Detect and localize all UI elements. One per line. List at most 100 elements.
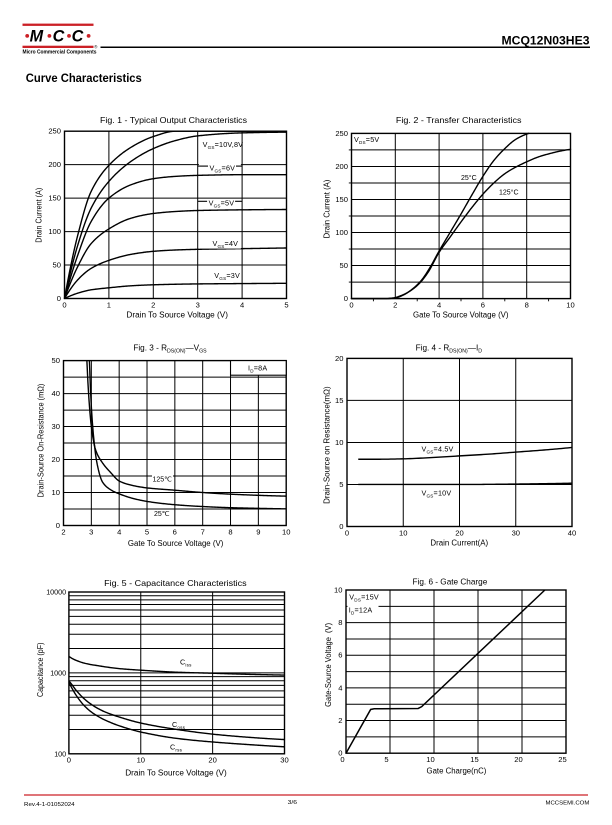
svg-text:Rev.4-1-01052024: Rev.4-1-01052024 bbox=[24, 802, 75, 808]
svg-text:1000: 1000 bbox=[50, 669, 66, 678]
svg-text:5: 5 bbox=[284, 300, 288, 309]
svg-text:9: 9 bbox=[256, 527, 260, 536]
svg-text:2: 2 bbox=[61, 527, 65, 536]
svg-text:6: 6 bbox=[173, 527, 177, 536]
svg-text:5: 5 bbox=[339, 480, 343, 489]
svg-text:10: 10 bbox=[426, 755, 434, 764]
svg-text:6: 6 bbox=[338, 651, 342, 660]
svg-text:10: 10 bbox=[566, 301, 574, 310]
svg-text:1: 1 bbox=[107, 300, 111, 309]
svg-text:25: 25 bbox=[558, 755, 566, 764]
svg-text:4: 4 bbox=[117, 527, 121, 536]
svg-text:2: 2 bbox=[393, 301, 397, 310]
svg-text:Drain Current(A): Drain Current(A) bbox=[430, 539, 488, 548]
svg-text:200: 200 bbox=[48, 160, 61, 169]
svg-text:VGS=10V,8V: VGS=10V,8V bbox=[203, 140, 244, 150]
svg-text:C: C bbox=[53, 28, 65, 46]
svg-text:0: 0 bbox=[340, 755, 344, 764]
svg-text:VGS=5V: VGS=5V bbox=[209, 199, 235, 209]
svg-text:0: 0 bbox=[345, 528, 349, 537]
svg-text:250: 250 bbox=[335, 129, 348, 138]
svg-text:4: 4 bbox=[338, 683, 342, 692]
svg-text:25°C: 25°C bbox=[461, 174, 477, 182]
svg-text:VGS=10V: VGS=10V bbox=[422, 489, 452, 499]
svg-text:Fig. 5 - Capacitance Character: Fig. 5 - Capacitance Characteristics bbox=[104, 579, 247, 588]
svg-text:20: 20 bbox=[455, 528, 463, 537]
svg-text:Fig. 2 - Transfer Characterist: Fig. 2 - Transfer Characteristics bbox=[396, 116, 522, 125]
svg-text:0: 0 bbox=[67, 756, 71, 765]
svg-text:40: 40 bbox=[568, 528, 576, 537]
svg-text:125°C: 125°C bbox=[499, 189, 519, 197]
svg-text:Fig. 4 - RDS(ON)—ID: Fig. 4 - RDS(ON)—ID bbox=[416, 344, 483, 355]
svg-text:40: 40 bbox=[52, 389, 60, 398]
svg-text:0: 0 bbox=[344, 294, 348, 303]
svg-text:C: C bbox=[72, 28, 84, 46]
svg-text:VDS=5V: VDS=5V bbox=[354, 135, 379, 145]
svg-text:Fig. 3 - RDS(ON)—VGS: Fig. 3 - RDS(ON)—VGS bbox=[133, 344, 207, 355]
svg-text:0: 0 bbox=[57, 294, 61, 303]
svg-text:Drain Current (A): Drain Current (A) bbox=[35, 187, 44, 242]
svg-text:15: 15 bbox=[335, 396, 343, 405]
svg-text:6: 6 bbox=[481, 301, 485, 310]
svg-text:10: 10 bbox=[282, 527, 290, 536]
svg-text:ID=12A: ID=12A bbox=[349, 606, 373, 616]
svg-text:150: 150 bbox=[335, 195, 348, 204]
svg-text:Drain To Source Voltage (V): Drain To Source Voltage (V) bbox=[125, 768, 227, 777]
svg-text:0: 0 bbox=[339, 522, 343, 531]
svg-text:VDS=15V: VDS=15V bbox=[349, 593, 379, 603]
svg-text:VGS=4.5V: VGS=4.5V bbox=[422, 445, 454, 455]
svg-text:Fig. 1 - Typical Output Charac: Fig. 1 - Typical Output Characteristics bbox=[100, 116, 247, 125]
svg-text:30: 30 bbox=[512, 528, 520, 537]
svg-text:10: 10 bbox=[335, 438, 343, 447]
svg-text:VGS=6V: VGS=6V bbox=[210, 163, 236, 173]
svg-text:30: 30 bbox=[280, 756, 288, 765]
svg-text:8: 8 bbox=[338, 618, 342, 627]
svg-text:200: 200 bbox=[335, 162, 348, 171]
svg-text:®: ® bbox=[94, 44, 98, 49]
svg-text:10: 10 bbox=[137, 756, 145, 765]
svg-text:125℃: 125℃ bbox=[153, 477, 173, 484]
svg-text:VGS=3V: VGS=3V bbox=[214, 271, 240, 281]
svg-text:2: 2 bbox=[151, 300, 155, 309]
svg-text:8: 8 bbox=[525, 301, 529, 310]
svg-text:15: 15 bbox=[470, 755, 478, 764]
svg-text:Gate-Source Voltage (V): Gate-Source Voltage (V) bbox=[324, 623, 333, 707]
svg-text:10000: 10000 bbox=[46, 588, 66, 597]
svg-text:Drain-Source On-Resistance (mΩ: Drain-Source On-Resistance (mΩ) bbox=[36, 383, 45, 497]
svg-text:5: 5 bbox=[145, 527, 149, 536]
svg-text:150: 150 bbox=[48, 194, 61, 203]
svg-text:Gate To Source Voltage (V): Gate To Source Voltage (V) bbox=[413, 310, 509, 319]
svg-text:Drain Current (A): Drain Current (A) bbox=[323, 179, 332, 238]
svg-text:10: 10 bbox=[399, 528, 407, 537]
svg-text:100: 100 bbox=[335, 228, 348, 237]
svg-text:250: 250 bbox=[48, 127, 61, 136]
svg-text:0: 0 bbox=[349, 301, 353, 310]
svg-text:ID=8A: ID=8A bbox=[248, 363, 267, 373]
svg-text:Drain To Source Voltage (V): Drain To Source Voltage (V) bbox=[126, 310, 228, 319]
svg-text:20: 20 bbox=[208, 756, 216, 765]
svg-text:4: 4 bbox=[240, 300, 244, 309]
svg-text:MCQ12N03HE3: MCQ12N03HE3 bbox=[502, 34, 590, 48]
svg-text:Micro Commercial Components: Micro Commercial Components bbox=[23, 49, 97, 55]
svg-text:Curve Characteristics: Curve Characteristics bbox=[26, 72, 142, 85]
svg-text:M: M bbox=[30, 28, 44, 46]
svg-text:3: 3 bbox=[89, 527, 93, 536]
svg-text:0: 0 bbox=[338, 749, 342, 758]
svg-text:20: 20 bbox=[335, 354, 343, 363]
svg-text:25℃: 25℃ bbox=[154, 511, 170, 518]
svg-text:30: 30 bbox=[52, 422, 60, 431]
svg-text:5: 5 bbox=[384, 755, 388, 764]
svg-text:Fig. 6 - Gate Charge: Fig. 6 - Gate Charge bbox=[413, 578, 488, 587]
svg-text:10: 10 bbox=[334, 585, 342, 594]
svg-text:0: 0 bbox=[56, 521, 60, 530]
svg-text:50: 50 bbox=[340, 261, 348, 270]
svg-text:20: 20 bbox=[514, 755, 522, 764]
svg-text:100: 100 bbox=[54, 749, 66, 758]
svg-text:Drain-Source on Resistance(mΩ): Drain-Source on Resistance(mΩ) bbox=[323, 386, 332, 504]
svg-text:100: 100 bbox=[48, 227, 61, 236]
svg-text:Capacitance (pF): Capacitance (pF) bbox=[36, 642, 45, 697]
svg-text:50: 50 bbox=[52, 356, 60, 365]
svg-text:20: 20 bbox=[52, 455, 60, 464]
svg-text:2: 2 bbox=[338, 716, 342, 725]
svg-text:10: 10 bbox=[52, 488, 60, 497]
